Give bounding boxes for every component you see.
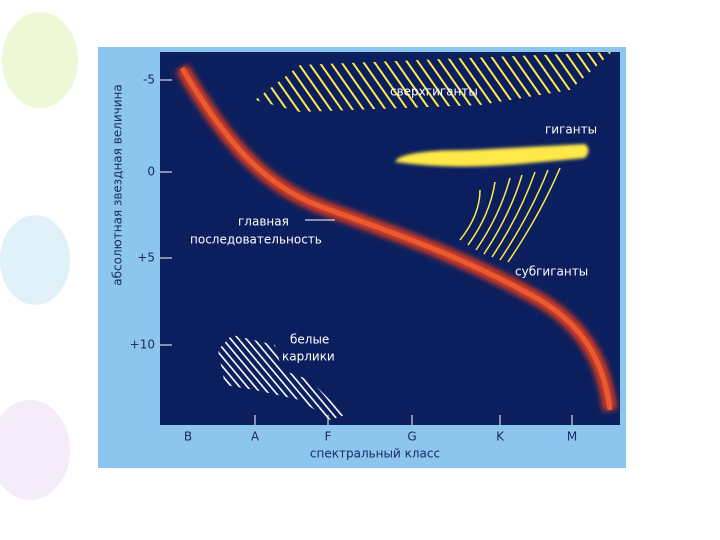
x-ticks: B A F G K M xyxy=(184,415,577,444)
y-tick-label: 0 xyxy=(147,165,155,179)
decor-balloons xyxy=(0,12,78,500)
y-axis-title: абсолютная звездная величина xyxy=(111,84,125,285)
y-ticks: -5 0 +5 +10 xyxy=(130,73,172,352)
region-label: субгиганты xyxy=(515,265,588,279)
x-tick-label: F xyxy=(325,430,332,444)
y-tick-label: +10 xyxy=(130,338,155,352)
x-tick-label: A xyxy=(251,430,260,444)
giants-region xyxy=(395,144,589,167)
region-label: последовательность xyxy=(190,233,322,247)
region-label: гиганты xyxy=(545,123,597,137)
white-dwarfs-region xyxy=(218,335,345,420)
region-label: карлики xyxy=(282,350,335,364)
region-label: белые xyxy=(290,333,329,347)
x-axis-title: спектральный класс xyxy=(310,447,440,461)
x-tick-label: G xyxy=(407,430,416,444)
x-tick-label: M xyxy=(567,430,577,444)
region-label: главная xyxy=(238,215,289,229)
supergiants-region xyxy=(255,52,612,112)
y-tick-label: +5 xyxy=(137,251,155,265)
x-tick-label: B xyxy=(184,430,192,444)
region-label: сверхгиганты xyxy=(390,85,478,99)
x-tick-label: K xyxy=(496,430,505,444)
subgiants-region xyxy=(459,167,561,263)
y-tick-label: -5 xyxy=(143,73,155,87)
main-sequence-core xyxy=(179,66,613,411)
